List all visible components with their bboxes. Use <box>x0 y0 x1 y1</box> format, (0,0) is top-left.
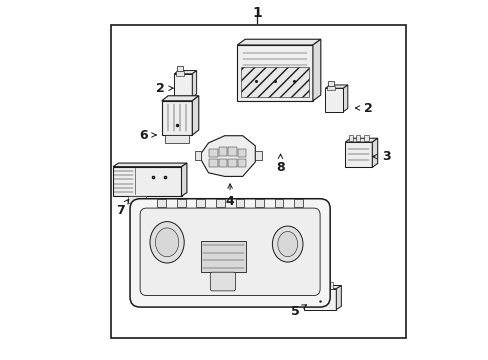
Ellipse shape <box>272 226 303 262</box>
Bar <box>176 71 183 76</box>
Bar <box>113 167 181 196</box>
Bar <box>201 241 246 272</box>
Bar <box>157 199 166 207</box>
Bar <box>127 196 145 203</box>
Polygon shape <box>113 163 186 167</box>
Text: 4: 4 <box>225 195 234 208</box>
Text: 8: 8 <box>276 161 284 174</box>
Bar <box>364 135 368 141</box>
Polygon shape <box>336 285 341 310</box>
Bar <box>218 159 227 167</box>
Bar <box>237 45 312 101</box>
Bar <box>328 282 332 289</box>
Bar <box>348 135 352 141</box>
Bar <box>294 199 302 207</box>
FancyBboxPatch shape <box>140 208 320 296</box>
Bar <box>218 147 227 156</box>
Bar <box>196 199 204 207</box>
Bar <box>228 159 237 167</box>
Bar <box>237 159 246 167</box>
Polygon shape <box>181 163 186 196</box>
Bar <box>177 199 185 207</box>
Polygon shape <box>345 138 377 142</box>
Bar <box>355 135 360 141</box>
Polygon shape <box>201 136 255 176</box>
Bar <box>328 81 333 86</box>
Ellipse shape <box>155 228 179 257</box>
Bar <box>228 147 237 156</box>
Bar <box>208 159 217 167</box>
Polygon shape <box>371 138 377 167</box>
Polygon shape <box>192 96 199 135</box>
Bar <box>325 88 343 112</box>
Bar <box>241 67 309 97</box>
Bar <box>162 101 192 135</box>
Bar <box>237 149 246 157</box>
Bar <box>306 282 311 289</box>
Text: 1: 1 <box>252 6 262 19</box>
FancyBboxPatch shape <box>130 199 329 307</box>
Polygon shape <box>312 39 320 101</box>
Bar <box>165 135 188 143</box>
Bar <box>326 86 335 90</box>
Bar <box>235 199 244 207</box>
Text: 6: 6 <box>139 129 148 141</box>
Bar <box>255 151 261 160</box>
Bar <box>174 74 192 97</box>
Bar <box>177 66 182 71</box>
Bar <box>208 149 217 157</box>
Polygon shape <box>237 39 320 45</box>
Text: 2: 2 <box>155 82 164 95</box>
Bar <box>255 199 263 207</box>
Polygon shape <box>325 85 347 88</box>
Text: 2: 2 <box>364 102 372 114</box>
Text: 5: 5 <box>290 305 299 318</box>
FancyBboxPatch shape <box>210 272 235 291</box>
Bar <box>321 282 325 289</box>
Bar <box>274 199 283 207</box>
Bar <box>303 289 336 310</box>
Bar <box>111 25 406 338</box>
Bar <box>194 151 201 160</box>
Polygon shape <box>343 85 347 112</box>
Ellipse shape <box>150 222 184 263</box>
Text: 7: 7 <box>116 204 124 217</box>
Bar <box>345 142 371 167</box>
Polygon shape <box>192 71 196 97</box>
Ellipse shape <box>277 231 297 257</box>
Text: 3: 3 <box>382 150 390 163</box>
Polygon shape <box>303 285 341 289</box>
Polygon shape <box>162 96 199 101</box>
Bar <box>314 282 318 289</box>
Polygon shape <box>174 71 196 74</box>
Bar <box>216 199 224 207</box>
